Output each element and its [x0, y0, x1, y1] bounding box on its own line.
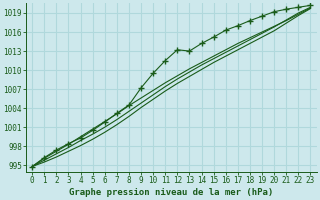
X-axis label: Graphe pression niveau de la mer (hPa): Graphe pression niveau de la mer (hPa): [69, 188, 274, 197]
